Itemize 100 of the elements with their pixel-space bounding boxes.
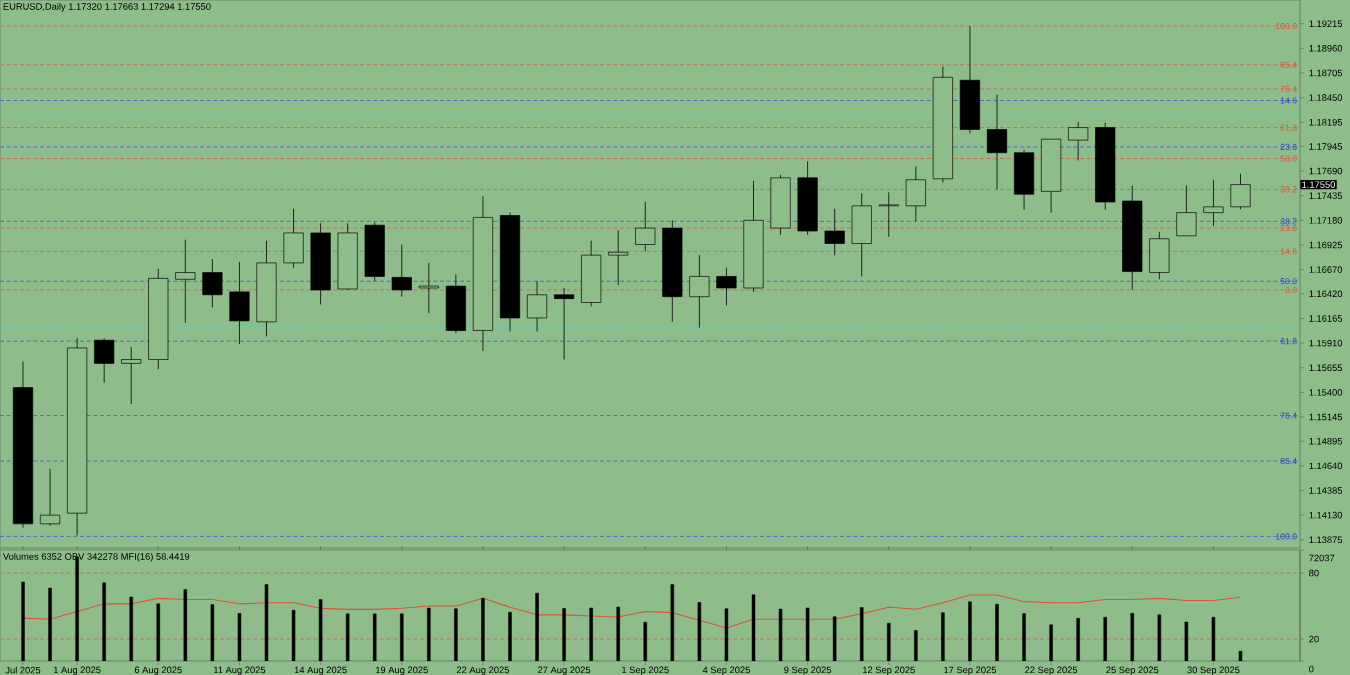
candlestick xyxy=(337,222,358,290)
y-tick-label: 1.15655 xyxy=(1309,364,1343,372)
candlestick xyxy=(905,165,926,222)
y-tick-label: 1.16420 xyxy=(1309,290,1343,298)
y-tick-label: 1.14130 xyxy=(1309,511,1343,519)
candlestick xyxy=(526,280,548,332)
candlestick xyxy=(959,25,981,134)
y-tick-label: 1.17435 xyxy=(1309,192,1343,199)
y-tick-label: 1.18705 xyxy=(1309,69,1343,77)
x-tick-label: 14 Aug 2025 xyxy=(294,666,347,675)
annotation: 0.0 xyxy=(1285,286,1297,294)
y-tick-label: 1.18195 xyxy=(1309,118,1343,126)
candlestick xyxy=(1122,185,1143,291)
candlestick xyxy=(175,239,196,324)
x-tick-label: 17 Sep 2025 xyxy=(944,666,996,675)
candlestick xyxy=(229,261,250,345)
candlestick xyxy=(418,262,439,314)
candlestick xyxy=(824,208,845,256)
x-tick-label: 11 Aug 2025 xyxy=(214,666,266,675)
y-tick-label: 80 xyxy=(1309,569,1319,577)
candlestick xyxy=(716,267,737,306)
candlestick xyxy=(986,94,1008,190)
candlestick xyxy=(94,337,115,384)
candlestick xyxy=(39,468,61,527)
annotation: 50.0 xyxy=(1280,155,1297,162)
candlestick xyxy=(608,229,629,286)
y-tick-label: 1.15145 xyxy=(1309,413,1343,421)
annotation: 61.8 xyxy=(1280,338,1297,345)
annotation: 50.0 xyxy=(1280,278,1297,285)
y-tick-label: 1.17945 xyxy=(1309,143,1343,150)
candlestick xyxy=(12,361,34,529)
candlestick xyxy=(797,161,818,236)
candlestick xyxy=(67,337,88,536)
annotation: 100.0 xyxy=(1276,23,1297,30)
y-tick-label: 1.18450 xyxy=(1309,94,1343,101)
annotation: 85.4 xyxy=(1280,61,1297,68)
candlestick xyxy=(1203,179,1224,227)
candlestick xyxy=(1230,173,1251,210)
x-tick-label: 9 Sep 2025 xyxy=(784,666,832,675)
annotation: 38.2 xyxy=(1280,218,1297,225)
x-tick-label: 6 Aug 2025 xyxy=(134,666,182,675)
candlestick xyxy=(635,201,656,252)
y-tick-label: 1.15910 xyxy=(1309,339,1343,347)
candlestick xyxy=(878,191,899,238)
candlestick xyxy=(689,254,710,329)
x-tick-label: 25 Sep 2025 xyxy=(1106,666,1159,675)
candlestick xyxy=(1068,121,1089,161)
candlestick xyxy=(1013,149,1035,211)
y-tick-label: 1.14640 xyxy=(1309,462,1343,470)
candlestick xyxy=(851,192,872,277)
candlestick xyxy=(472,195,494,352)
y-tick-label: 1.16165 xyxy=(1309,315,1343,322)
x-tick-label: 1 Sep 2025 xyxy=(622,666,669,675)
annotation: 100.0 xyxy=(1276,533,1297,540)
candlestick xyxy=(743,180,764,293)
annotation: 14.6 xyxy=(1280,97,1297,104)
y-tick-label: 1.17690 xyxy=(1309,167,1343,175)
annotation: 23.6 xyxy=(1280,225,1297,232)
chart-title: EURUSD,Daily 1.17320 1.17663 1.17294 1.17550 xyxy=(3,2,211,12)
candlestick xyxy=(770,174,791,236)
y-tick-label: 20 xyxy=(1309,635,1319,643)
x-tick-label: 30 Sep 2025 xyxy=(1187,666,1240,675)
annotation: 23.6 xyxy=(1280,143,1297,150)
candlestick xyxy=(283,208,304,269)
candlestick xyxy=(1095,122,1116,211)
annotation: 76.4 xyxy=(1280,85,1297,92)
annotation: 76.4 xyxy=(1280,412,1297,419)
y2-tick-label: 0 xyxy=(1309,665,1314,673)
candlestick xyxy=(310,222,331,305)
x-tick-label: 12 Sep 2025 xyxy=(863,666,915,675)
y-tick-label: 1.17180 xyxy=(1309,217,1343,224)
candlestick xyxy=(662,219,683,323)
candlestick xyxy=(445,274,466,334)
candlestick xyxy=(256,240,277,337)
candlestick xyxy=(148,268,169,370)
x-tick-label: 22 Sep 2025 xyxy=(1025,666,1078,675)
x-tick-label: 22 Aug 2025 xyxy=(456,666,509,675)
annotation: 14.6 xyxy=(1280,248,1297,255)
y-tick-label: 1.14895 xyxy=(1309,437,1343,445)
annotation: 61.8 xyxy=(1280,124,1297,131)
candlestick xyxy=(499,212,521,332)
candlestick xyxy=(1149,231,1170,280)
x-tick-label: 27 Aug 2025 xyxy=(538,666,591,675)
y2-tick-label: 72037 xyxy=(1309,554,1335,562)
y-tick-label: 1.16925 xyxy=(1309,241,1343,249)
x-tick-label: 4 Sep 2025 xyxy=(702,666,750,675)
y-tick-label: 1.13875 xyxy=(1309,536,1343,544)
candlestick xyxy=(554,287,575,360)
x-tick-label: 1 Aug 2025 xyxy=(53,666,101,675)
candlestick xyxy=(581,240,602,307)
y-tick-label: 1.15400 xyxy=(1309,389,1343,396)
x-tick-label: Jul 2025 xyxy=(5,666,41,674)
candlestick xyxy=(202,258,223,308)
x-tick-label: 19 Aug 2025 xyxy=(376,666,428,675)
y-tick-label: 1.14385 xyxy=(1309,487,1343,494)
y-tick-label: 1.18960 xyxy=(1309,45,1343,52)
y-tick-label: 1.16670 xyxy=(1309,266,1343,273)
candlestick xyxy=(364,221,385,282)
candlestick xyxy=(932,66,953,184)
annotation: 85.4 xyxy=(1280,457,1297,465)
